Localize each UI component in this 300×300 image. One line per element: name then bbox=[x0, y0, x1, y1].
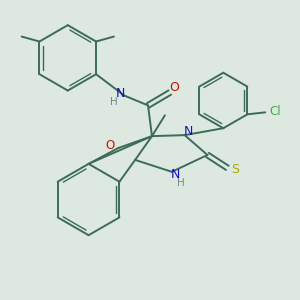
Text: H: H bbox=[110, 98, 118, 107]
Text: Cl: Cl bbox=[269, 105, 281, 118]
Text: S: S bbox=[231, 163, 239, 176]
Text: N: N bbox=[184, 125, 193, 138]
Text: N: N bbox=[171, 168, 180, 181]
Text: O: O bbox=[106, 139, 115, 152]
Text: O: O bbox=[169, 81, 179, 94]
Text: N: N bbox=[116, 87, 125, 100]
Text: H: H bbox=[177, 178, 184, 188]
